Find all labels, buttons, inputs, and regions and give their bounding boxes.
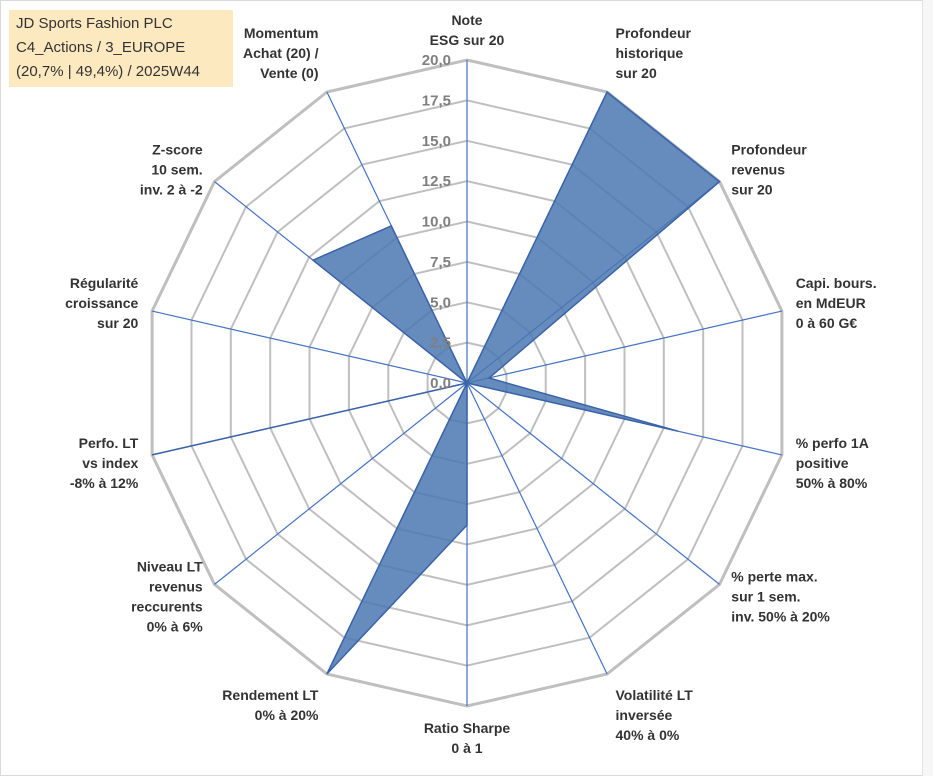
data-area (151, 90, 721, 675)
category-label: C4_Actions / 3_EUROPE (16, 39, 186, 56)
tick-label: 17,5 (422, 92, 451, 109)
axis-label-line: 50% à 80% (796, 475, 868, 491)
axis-label-line: 10 sem. (151, 161, 202, 177)
axis-label: Volatilité LT inversée 40% à 0% (616, 687, 694, 743)
scrollbar-edge (922, 0, 933, 776)
axis-label-line: inversée (616, 707, 673, 723)
axis-label-line: Perfo. LT (79, 435, 139, 451)
axis-label-line: Rendement LT (222, 687, 319, 703)
axis-label-line: Profondeur (731, 141, 807, 157)
stats-label: (20,7% | 49,4%) / 2025W44 (16, 63, 200, 80)
axis-label-line: inv. 50% à 20% (731, 609, 830, 625)
axis-label-line: 0 à 1 (451, 740, 482, 756)
axis-label: Ratio Sharpe 0 à 1 (424, 720, 511, 756)
axis-label-line: vs index (82, 455, 138, 471)
axis-label: Momentum Achat (20) / Vente (0) (243, 25, 319, 81)
axis-label-line: 0 à 60 G€ (796, 315, 858, 331)
axis-label: Z-score 10 sem. inv. 2 à -2 (140, 141, 203, 197)
axis-label-line: Vente (0) (260, 65, 318, 81)
axis-label-line: Volatilité LT (616, 687, 694, 703)
axis-label-line: Ratio Sharpe (424, 720, 511, 736)
axis-label-line: historique (616, 45, 684, 61)
axis-label: Niveau LT revenus reccurents 0% à 6% (131, 559, 203, 635)
axis-label-line: % perfo 1A (796, 435, 869, 451)
axis-label: Note ESG sur 20 (430, 12, 505, 48)
axis-label-line: Niveau LT (137, 559, 203, 575)
radar-series (151, 90, 721, 675)
axis-label: Perfo. LT vs index -8% à 12% (70, 435, 139, 491)
company-name: JD Sports Fashion PLC (16, 15, 173, 32)
axis-label-line: revenus (731, 161, 785, 177)
axis-label-line: Régularité (70, 275, 139, 291)
axis-label-line: Profondeur (616, 25, 692, 41)
axis-label-line: Achat (20) / (243, 45, 319, 61)
tick-label: 0,0 (430, 375, 451, 392)
axis-label-line: sur 20 (616, 65, 657, 81)
axis-label-line: sur 20 (731, 181, 772, 197)
tick-label: 15,0 (422, 133, 451, 150)
axis-label-line: inv. 2 à -2 (140, 181, 203, 197)
axis-label: % perfo 1A positive 50% à 80% (796, 435, 869, 491)
axis-label: Régularité croissance sur 20 (65, 275, 138, 331)
tick-label: 5,0 (430, 294, 451, 311)
axis-label-line: 40% à 0% (616, 727, 680, 743)
axis-label-line: Momentum (244, 25, 319, 41)
title-box: JD Sports Fashion PLC C4_Actions / 3_EUR… (9, 10, 233, 87)
axis-label: % perte max. sur 1 sem. inv. 50% à 20% (731, 569, 830, 625)
axis-label-line: % perte max. (731, 569, 817, 585)
axis-label-line: positive (796, 455, 849, 471)
axis-label-line: 0% à 6% (147, 619, 204, 635)
axis-spoke (466, 310, 783, 384)
axis-label-line: sur 1 sem. (731, 589, 800, 605)
axis-labels: Note ESG sur 20 Profondeur historique sur 20… (65, 12, 876, 756)
axis-label-line: reccurents (131, 599, 203, 615)
radial-tick-labels: 0,0 2,5 5,0 7,5 10,0 12,5 15,0 17,5 20,0 (422, 52, 451, 392)
axis-label-line: en MdEUR (796, 295, 866, 311)
tick-label: 12,5 (422, 173, 451, 190)
axis-label: Profondeur historique sur 20 (616, 25, 692, 81)
axis-spoke (214, 382, 468, 585)
axis-label: Profondeur revenus sur 20 (731, 141, 807, 197)
axis-label-line: croissance (65, 295, 138, 311)
tick-label: 10,0 (422, 214, 451, 231)
axis-label-line: sur 20 (97, 315, 138, 331)
axis-label-line: 0% à 20% (255, 707, 319, 723)
axis-label-line: ESG sur 20 (430, 32, 505, 48)
axis-label-line: Capi. bours. (796, 275, 877, 291)
axis-spoke (466, 382, 608, 675)
axis-label-line: Note (451, 12, 482, 28)
axis-spoke (466, 382, 720, 585)
axis-label-line: Z-score (152, 141, 203, 157)
tick-label: 20,0 (422, 52, 451, 69)
axis-label: Capi. bours. en MdEUR 0 à 60 G€ (796, 275, 877, 331)
axis-label: Rendement LT 0% à 20% (222, 687, 319, 723)
axis-label-line: -8% à 12% (70, 475, 139, 491)
tick-label: 2,5 (430, 335, 451, 352)
axis-spoke (151, 310, 468, 384)
tick-label: 7,5 (430, 254, 451, 271)
axis-label-line: revenus (149, 579, 203, 595)
